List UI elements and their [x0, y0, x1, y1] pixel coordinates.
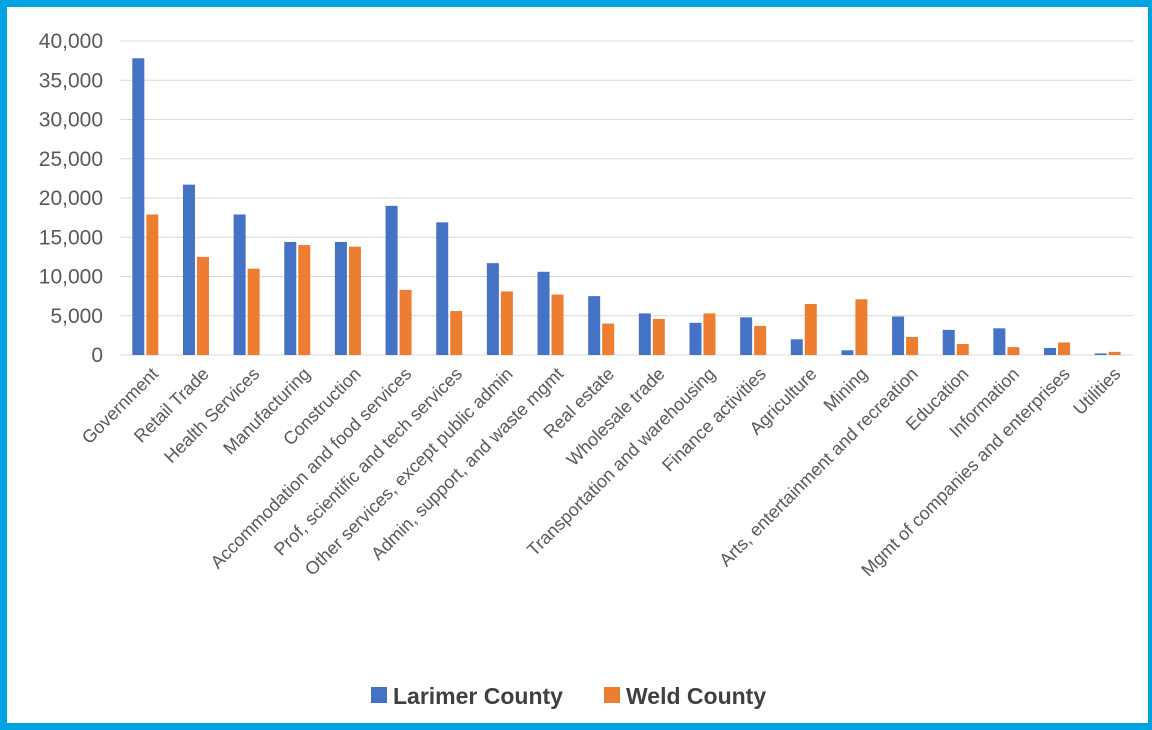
y-tick-label: 10,000	[39, 266, 103, 289]
bar-larimer	[588, 296, 601, 355]
bar-weld	[1108, 351, 1121, 355]
bar-larimer	[334, 241, 347, 355]
bar-weld	[247, 268, 260, 355]
bars	[132, 58, 1121, 356]
bar-weld	[754, 325, 767, 355]
y-tick-label: 5,000	[50, 305, 103, 328]
bar-larimer	[638, 313, 651, 355]
bar-weld	[399, 289, 412, 355]
y-tick-label: 35,000	[39, 69, 103, 92]
bar-weld	[298, 245, 311, 355]
legend-label-weld: Weld County	[626, 683, 766, 709]
legend-label-larimer: Larimer County	[393, 683, 563, 709]
bar-larimer	[1044, 347, 1057, 355]
x-category-label: Prof, scientific and tech services	[270, 364, 466, 560]
bar-weld	[956, 344, 969, 355]
y-tick-label: 25,000	[39, 148, 103, 171]
bar-larimer	[841, 350, 854, 355]
bar-larimer	[689, 322, 702, 355]
legend-swatch-larimer	[371, 687, 387, 703]
bar-weld	[450, 311, 463, 355]
x-category-label: Transportation and warehousing	[523, 364, 719, 560]
bar-larimer	[1094, 353, 1107, 355]
bar-weld	[906, 336, 919, 355]
bar-weld	[1007, 347, 1020, 355]
bar-larimer	[993, 328, 1006, 355]
bar-weld	[703, 313, 716, 355]
bar-weld	[855, 299, 868, 355]
bar-larimer	[284, 241, 297, 355]
y-tick-label: 30,000	[39, 109, 103, 132]
bar-larimer	[892, 316, 905, 355]
bar-larimer	[486, 263, 499, 355]
bar-weld	[500, 291, 513, 355]
bar-weld	[804, 303, 817, 355]
bar-larimer	[182, 184, 195, 355]
y-tick-label: 20,000	[39, 187, 103, 210]
y-tick-label: 0	[91, 344, 103, 367]
bar-larimer	[436, 222, 449, 355]
x-category-label: Manufacturing	[219, 364, 314, 459]
bar-larimer	[740, 317, 753, 355]
y-tick-label: 15,000	[39, 226, 103, 249]
bar-weld	[146, 214, 159, 355]
legend-swatch-weld	[604, 687, 620, 703]
y-tick-label: 40,000	[39, 30, 103, 53]
bar-weld	[196, 256, 209, 355]
bar-weld	[551, 294, 564, 355]
bar-weld	[652, 318, 665, 355]
bar-weld	[1058, 342, 1071, 355]
y-axis-ticks: 0 5,000 10,000 15,000 20,000 25,000 30,000 35,0…	[39, 30, 103, 367]
legend: Larimer County Weld County	[371, 683, 766, 709]
x-category-label: Utilities	[1069, 364, 1124, 419]
bar-weld	[602, 323, 615, 355]
bar-larimer	[537, 271, 550, 355]
bar-weld	[348, 246, 361, 355]
bar-larimer	[942, 329, 955, 355]
grid-lines	[120, 40, 1133, 356]
bar-larimer	[790, 339, 803, 355]
bar-larimer	[385, 205, 398, 355]
bar-larimer	[132, 58, 145, 356]
bar-larimer	[233, 214, 246, 355]
